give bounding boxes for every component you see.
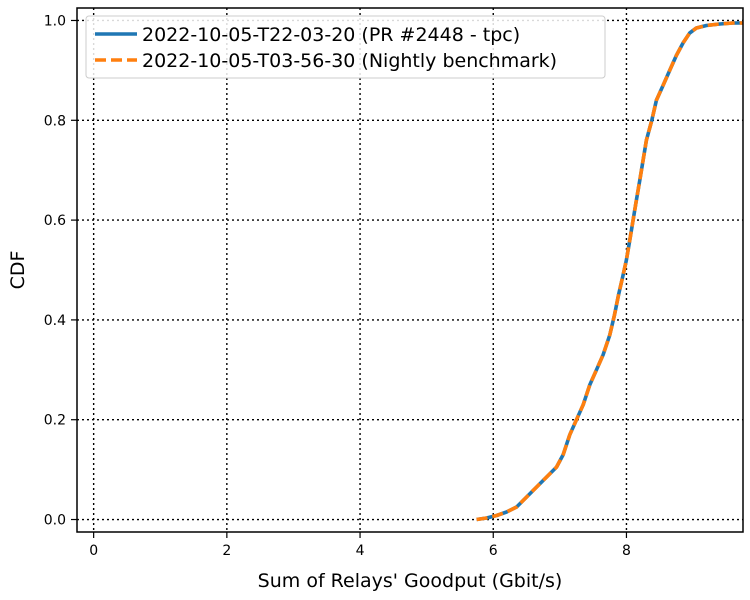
grid [77, 8, 743, 532]
legend-box [85, 15, 606, 79]
series-line-nightly [476, 21, 743, 522]
series-lines [476, 21, 743, 522]
series-line-pr-2448 [476, 21, 743, 522]
x-tick-label: 2 [222, 543, 231, 559]
y-axis-label: CDF [7, 251, 29, 290]
y-tick-label: 0.2 [44, 413, 66, 429]
y-tick-label: 1.0 [44, 13, 66, 29]
legend: 2022-10-05-T22-03-20 (PR #2448 - tpc) 20… [85, 15, 606, 79]
axis-ticks: 0 2 4 6 8 0.0 0.2 0.4 0.6 0.8 1.0 [44, 13, 631, 559]
x-tick-label: 4 [356, 543, 365, 559]
legend-entry-pr-2448: 2022-10-05-T22-03-20 (PR #2448 - tpc) [142, 24, 520, 46]
legend-entry-nightly: 2022-10-05-T03-56-30 (Nightly benchmark) [142, 50, 557, 72]
y-tick-label: 0.0 [44, 513, 66, 529]
x-tick-label: 8 [622, 543, 631, 559]
x-axis-label: Sum of Relays' Goodput (Gbit/s) [258, 570, 563, 592]
y-tick-label: 0.8 [44, 113, 66, 129]
x-tick-label: 6 [489, 543, 498, 559]
y-tick-label: 0.4 [44, 313, 66, 329]
x-tick-label: 0 [89, 543, 98, 559]
y-tick-label: 0.6 [44, 213, 66, 229]
plot-frame [76, 7, 744, 533]
